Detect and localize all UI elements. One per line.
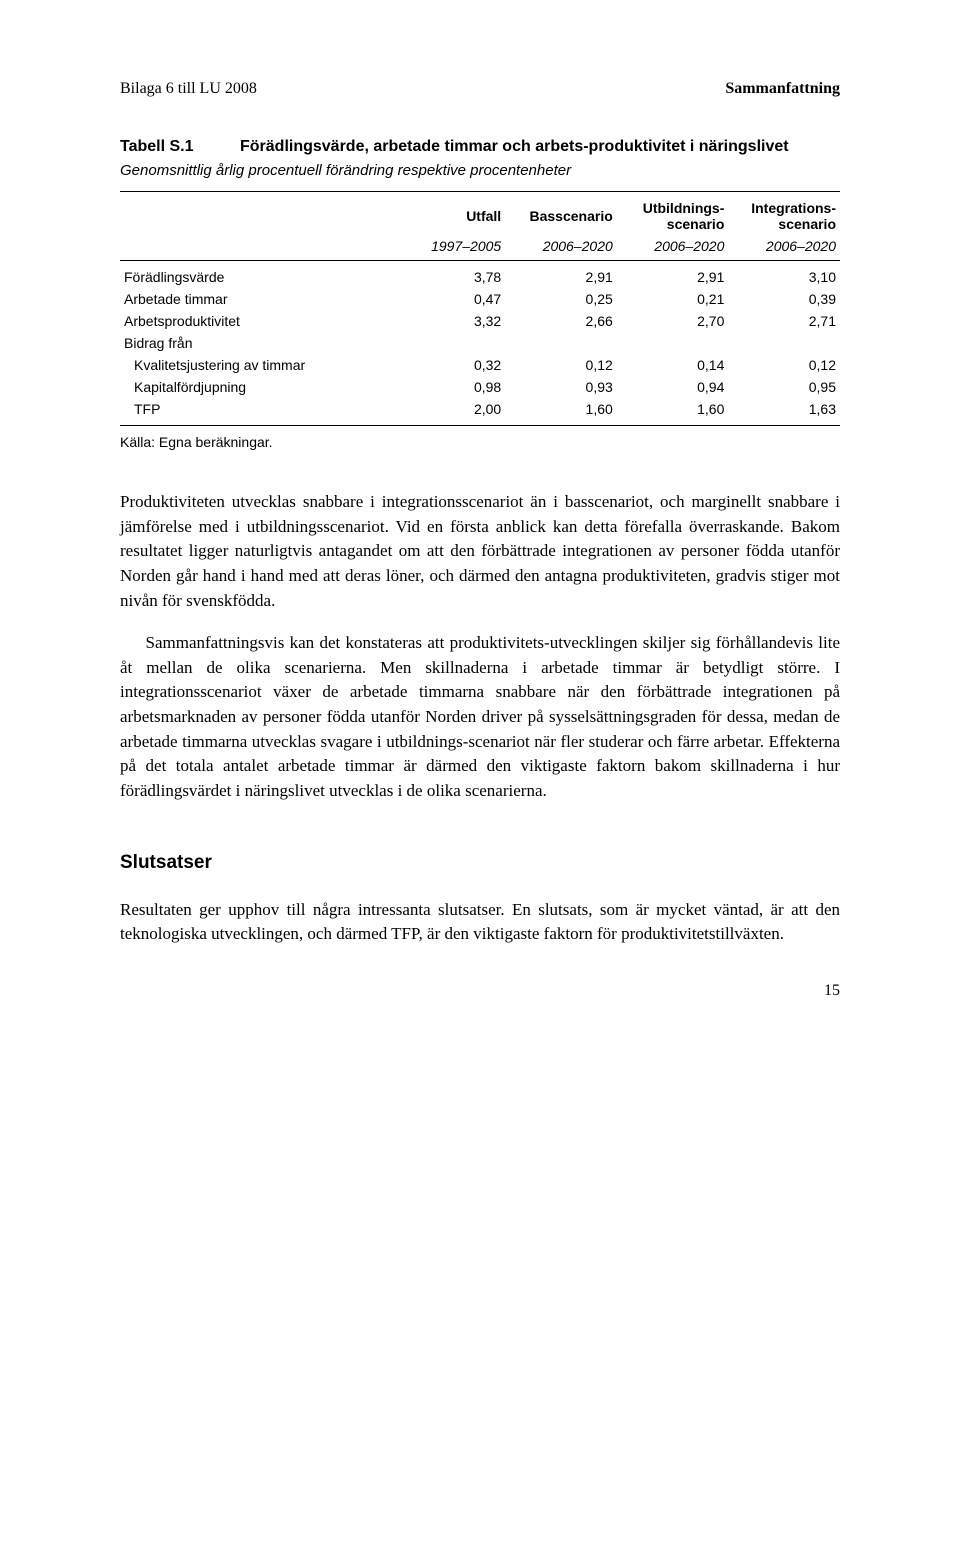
table-title: Förädlingsvärde, arbetade timmar och arb… — [240, 138, 840, 156]
col-header-1: Utfall — [394, 192, 506, 236]
row-value: 2,91 — [505, 261, 617, 289]
table-row: Kapitalfördjupning0,980,930,940,95 — [120, 376, 840, 398]
table-row: Arbetade timmar0,470,250,210,39 — [120, 288, 840, 310]
col-header-4: Integrations-scenario — [728, 192, 840, 236]
row-value: 0,14 — [617, 354, 729, 376]
table-title-row: Tabell S.1 Förädlingsvärde, arbetade tim… — [120, 138, 840, 156]
header-left: Bilaga 6 till LU 2008 — [120, 80, 257, 98]
col-year-0 — [120, 235, 394, 261]
col-header-3: Utbildnings-scenario — [617, 192, 729, 236]
row-value: 3,32 — [394, 310, 506, 332]
row-value: 2,71 — [728, 310, 840, 332]
col-year-2: 2006–2020 — [505, 235, 617, 261]
row-value: 1,60 — [505, 398, 617, 426]
row-label: TFP — [120, 398, 394, 426]
header-right: Sammanfattning — [725, 80, 840, 98]
table-row: Kvalitetsjustering av timmar0,320,120,14… — [120, 354, 840, 376]
table-head: Utfall Basscenario Utbildnings-scenario … — [120, 192, 840, 261]
row-label: Kvalitetsjustering av timmar — [120, 354, 394, 376]
row-label: Bidrag från — [120, 332, 394, 354]
row-value: 0,95 — [728, 376, 840, 398]
row-value: 0,12 — [728, 354, 840, 376]
row-value: 0,32 — [394, 354, 506, 376]
row-value: 2,70 — [617, 310, 729, 332]
body-paragraph-2: Sammanfattningsvis kan det konstateras a… — [120, 631, 840, 803]
table-subtitle: Genomsnittlig årlig procentuell förändri… — [120, 162, 840, 179]
row-value — [728, 332, 840, 354]
row-value: 0,47 — [394, 288, 506, 310]
row-value — [505, 332, 617, 354]
col-year-3: 2006–2020 — [617, 235, 729, 261]
body-paragraph-1: Produktiviteten utvecklas snabbare i int… — [120, 490, 840, 613]
row-value: 1,60 — [617, 398, 729, 426]
table-body: Förädlingsvärde3,782,912,913,10Arbetade … — [120, 261, 840, 426]
row-label: Kapitalfördjupning — [120, 376, 394, 398]
col-year-4: 2006–2020 — [728, 235, 840, 261]
table-row: TFP2,001,601,601,63 — [120, 398, 840, 426]
table-header-row-1: Utfall Basscenario Utbildnings-scenario … — [120, 192, 840, 236]
row-label: Arbetsproduktivitet — [120, 310, 394, 332]
table-header-row-2: 1997–2005 2006–2020 2006–2020 2006–2020 — [120, 235, 840, 261]
row-value: 3,78 — [394, 261, 506, 289]
table-source: Källa: Egna beräkningar. — [120, 434, 840, 450]
row-value — [617, 332, 729, 354]
table-row: Arbetsproduktivitet3,322,662,702,71 — [120, 310, 840, 332]
row-value: 0,12 — [505, 354, 617, 376]
row-value: 1,63 — [728, 398, 840, 426]
row-label: Arbetade timmar — [120, 288, 394, 310]
row-value: 0,98 — [394, 376, 506, 398]
table-label: Tabell S.1 — [120, 138, 240, 156]
row-value: 3,10 — [728, 261, 840, 289]
row-value: 0,94 — [617, 376, 729, 398]
row-label: Förädlingsvärde — [120, 261, 394, 289]
row-value: 0,21 — [617, 288, 729, 310]
row-value: 0,39 — [728, 288, 840, 310]
page-number: 15 — [120, 982, 840, 1000]
row-value: 0,25 — [505, 288, 617, 310]
table-row: Förädlingsvärde3,782,912,913,10 — [120, 261, 840, 289]
col-header-2: Basscenario — [505, 192, 617, 236]
row-value: 2,00 — [394, 398, 506, 426]
row-value: 0,93 — [505, 376, 617, 398]
col-header-0 — [120, 192, 394, 236]
col-year-1: 1997–2005 — [394, 235, 506, 261]
row-value — [394, 332, 506, 354]
page-header: Bilaga 6 till LU 2008 Sammanfattning — [120, 80, 840, 98]
conclusion-heading: Slutsatser — [120, 852, 840, 874]
data-table: Utfall Basscenario Utbildnings-scenario … — [120, 191, 840, 426]
table-row: Bidrag från — [120, 332, 840, 354]
row-value: 2,66 — [505, 310, 617, 332]
conclusion-paragraph-1: Resultaten ger upphov till några intress… — [120, 898, 840, 947]
row-value: 2,91 — [617, 261, 729, 289]
